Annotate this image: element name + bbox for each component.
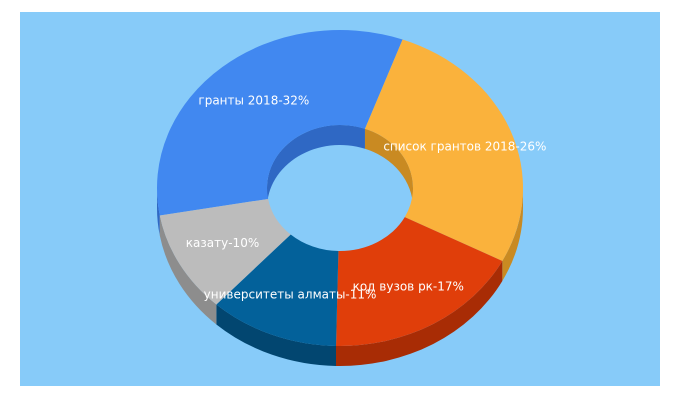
slice-outer-wall-0 xyxy=(157,188,160,236)
donut-tops xyxy=(156,30,523,346)
slice-outer-wall-3 xyxy=(216,304,337,366)
slice-inner-wall-0 xyxy=(267,124,365,208)
slice-0[interactable] xyxy=(156,30,403,216)
slice-label-3: университеты алматы-11% xyxy=(204,287,377,301)
slice-outer-wall-4 xyxy=(159,215,217,325)
slice-1[interactable] xyxy=(364,39,523,261)
slice-outer-wall-1 xyxy=(502,188,523,281)
slice-inner-wall-1 xyxy=(364,128,413,208)
slice-label-2: код вузов рк-17% xyxy=(353,280,464,294)
donut-labels: гранты 2018-32% список грантов 2018-26% ко… xyxy=(186,93,547,301)
donut-sides xyxy=(157,124,523,366)
slice-outer-wall-2 xyxy=(336,260,503,366)
slice-2[interactable] xyxy=(336,217,503,346)
slice-3[interactable] xyxy=(216,234,339,346)
slice-4[interactable] xyxy=(159,198,291,305)
slice-label-4: казату-10% xyxy=(186,236,259,250)
slice-label-0: гранты 2018-32% xyxy=(198,93,309,107)
slice-label-1: список грантов 2018-26% xyxy=(383,140,546,154)
